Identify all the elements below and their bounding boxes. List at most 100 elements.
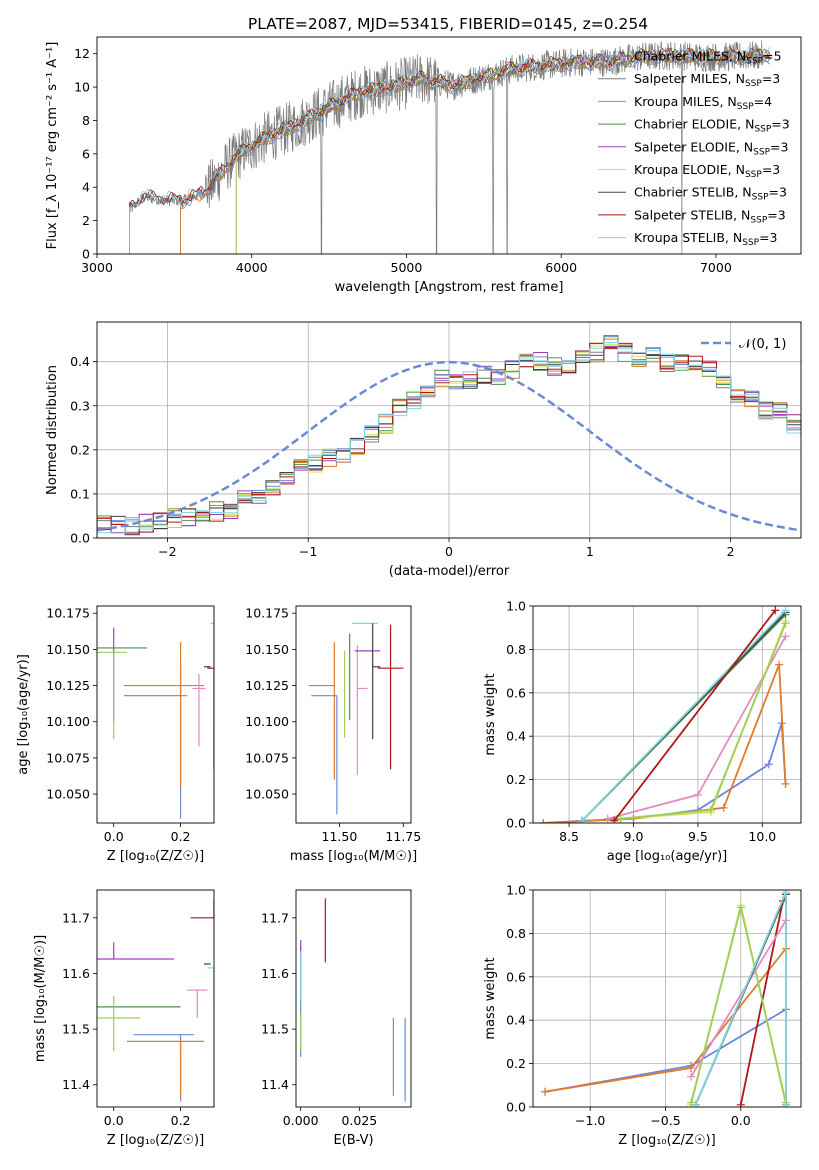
weight-marker bbox=[781, 606, 790, 615]
axes: 8.5 9.0 9.5 10.0 0.0 0.2 0.4 0.6 0.8 1.0 age [log₁… bbox=[483, 599, 802, 864]
legend-text: =3 bbox=[759, 230, 777, 245]
legend-subscript: SSP bbox=[752, 193, 769, 203]
weight-marker bbox=[719, 803, 728, 812]
weight-marker bbox=[781, 779, 790, 788]
y-axis-label: mass weight bbox=[483, 957, 498, 1039]
legend-entry: Kroupa ELODIE, NSSP=3 bbox=[634, 162, 780, 180]
x-axis-label: mass [log₁₀(M/M☉)] bbox=[290, 849, 417, 864]
gaussian-curve bbox=[97, 360, 801, 532]
legend-entry: Kroupa MILES, NSSP=4 bbox=[634, 94, 772, 112]
legend-text: Salpeter MILES, N bbox=[634, 71, 745, 86]
model-line bbox=[235, 49, 771, 254]
x-tick-label: 5000 bbox=[391, 260, 423, 275]
histogram-ks bbox=[97, 342, 801, 538]
weight-marker bbox=[781, 1100, 790, 1107]
weight-marker bbox=[781, 619, 790, 628]
model-line bbox=[129, 47, 771, 254]
weight-marker bbox=[736, 903, 745, 912]
weight-line bbox=[613, 609, 776, 822]
y-tick-label: 0.4 bbox=[70, 354, 90, 369]
panel-mass-vs-Z: 0.0 0.2 11.4 11.5 11.6 11.7 Z [log₁₀(Z/Z☉)] mas… bbox=[33, 889, 215, 1148]
axes-frame bbox=[96, 889, 215, 1108]
weight-marker bbox=[603, 814, 612, 823]
axes: 0.0 0.2 11.4 11.5 11.6 11.7 Z [log₁₀(Z/Z☉)] mas… bbox=[33, 889, 215, 1148]
x-tick-label: 0.2 bbox=[171, 1113, 191, 1128]
weight-marker bbox=[687, 1063, 696, 1072]
legend-subscript: SSP bbox=[737, 102, 754, 112]
plot-area bbox=[300, 898, 406, 1102]
weight-line bbox=[739, 900, 784, 1105]
x-tick-label: 0.0 bbox=[104, 829, 124, 844]
weight-line bbox=[620, 620, 787, 820]
plot-area bbox=[541, 890, 790, 1107]
weight-marker bbox=[781, 632, 790, 641]
y-tick-label: 10.150 bbox=[245, 642, 289, 657]
model-line bbox=[235, 48, 771, 254]
weight-marker bbox=[691, 1100, 700, 1107]
y-tick-label: 0.8 bbox=[506, 642, 526, 657]
axes: −1.0 −0.5 0.0 0.0 0.2 0.4 0.6 0.8 1.0 Z [log₁₀(Z/… bbox=[483, 883, 802, 1148]
y-tick-label: 4 bbox=[82, 180, 90, 195]
weight-marker bbox=[781, 890, 790, 897]
plot-area bbox=[129, 40, 771, 254]
axes-frame bbox=[96, 36, 802, 255]
y-tick-label: 0.6 bbox=[506, 685, 526, 700]
y-tick-label: 10.175 bbox=[245, 606, 289, 621]
x-axis-label: wavelength [Angstrom, rest frame] bbox=[335, 280, 564, 295]
y-tick-label: 10.125 bbox=[245, 678, 289, 693]
y-tick-label: 10.100 bbox=[46, 714, 90, 729]
legend-text: =3 bbox=[771, 117, 789, 132]
y-tick-label: 2 bbox=[82, 213, 90, 228]
y-tick-label: 0.6 bbox=[506, 969, 526, 984]
y-axis-label: Flux [f_λ 10⁻¹⁷ erg cm⁻² s⁻¹ A⁻¹] bbox=[45, 42, 60, 250]
weight-line bbox=[581, 609, 787, 822]
x-tick-label: 11.50 bbox=[322, 829, 358, 844]
weight-marker bbox=[616, 814, 625, 823]
y-tick-label: 10.050 bbox=[46, 787, 90, 802]
y-tick-label: 12 bbox=[74, 46, 90, 61]
plot-area bbox=[97, 898, 214, 1102]
y-tick-label: 10.175 bbox=[46, 606, 90, 621]
weight-marker bbox=[687, 1098, 696, 1107]
panel-age-vs-mass: 11.50 11.75 10.050 10.075 10.100 10.125 10.150… bbox=[245, 605, 421, 864]
y-tick-label: 11.4 bbox=[261, 1077, 289, 1092]
axes-frame bbox=[532, 605, 802, 824]
legend-subscript: SSP bbox=[754, 125, 771, 135]
axes-frame bbox=[96, 605, 215, 824]
weight-marker bbox=[610, 816, 619, 823]
legend-text: =3 bbox=[770, 139, 788, 154]
grid bbox=[97, 322, 801, 539]
x-axis-label: age [log₁₀(age/yr)] bbox=[607, 849, 728, 864]
legend-subscript: SSP bbox=[745, 79, 762, 89]
x-axis-label: (data-model)/error bbox=[389, 564, 510, 579]
weight-line bbox=[607, 635, 787, 820]
x-tick-label: 0 bbox=[445, 544, 453, 559]
x-tick-label: −1.0 bbox=[575, 1113, 605, 1128]
y-tick-label: 0 bbox=[82, 247, 90, 262]
legend-subscript: SSP bbox=[745, 170, 762, 180]
legend-entry: Salpeter STELIB, NSSP=3 bbox=[634, 207, 786, 225]
y-axis-label: age [log₁₀(age/yr)] bbox=[16, 654, 31, 775]
weight-marker bbox=[771, 606, 780, 615]
model-line bbox=[180, 52, 771, 254]
legend-subscript: SSP bbox=[746, 57, 763, 67]
y-tick-label: 6 bbox=[82, 146, 90, 161]
axes: 3000 4000 5000 6000 7000 0 2 4 6 8 10 12 wavelength … bbox=[45, 36, 802, 295]
legend-text: Chabrier MILES, N bbox=[634, 49, 746, 64]
y-tick-label: 0.2 bbox=[506, 772, 526, 787]
model-line bbox=[129, 46, 771, 254]
axes-frame bbox=[295, 605, 412, 824]
y-tick-label: 1.0 bbox=[506, 599, 526, 614]
panel-age-vs-Z: 0.0 0.2 10.050 10.075 10.100 10.125 10.150 10.1… bbox=[16, 605, 215, 864]
x-tick-label: 0.0 bbox=[104, 1113, 124, 1128]
y-tick-label: 11.6 bbox=[62, 966, 90, 981]
y-tick-label: 1.0 bbox=[506, 883, 526, 898]
legend-text: =3 bbox=[762, 162, 780, 177]
x-tick-label: −0.5 bbox=[650, 1113, 680, 1128]
weight-marker bbox=[541, 1087, 550, 1096]
legend-entry: Chabrier MILES, NSSP=5 bbox=[634, 49, 782, 67]
axes: 0.0 0.2 10.050 10.075 10.100 10.125 10.150 10.1… bbox=[16, 605, 215, 864]
legend-text: Chabrier ELODIE, N bbox=[634, 117, 754, 132]
y-tick-label: 11.6 bbox=[261, 966, 289, 981]
legend-text: Salpeter ELODIE, N bbox=[634, 139, 753, 154]
